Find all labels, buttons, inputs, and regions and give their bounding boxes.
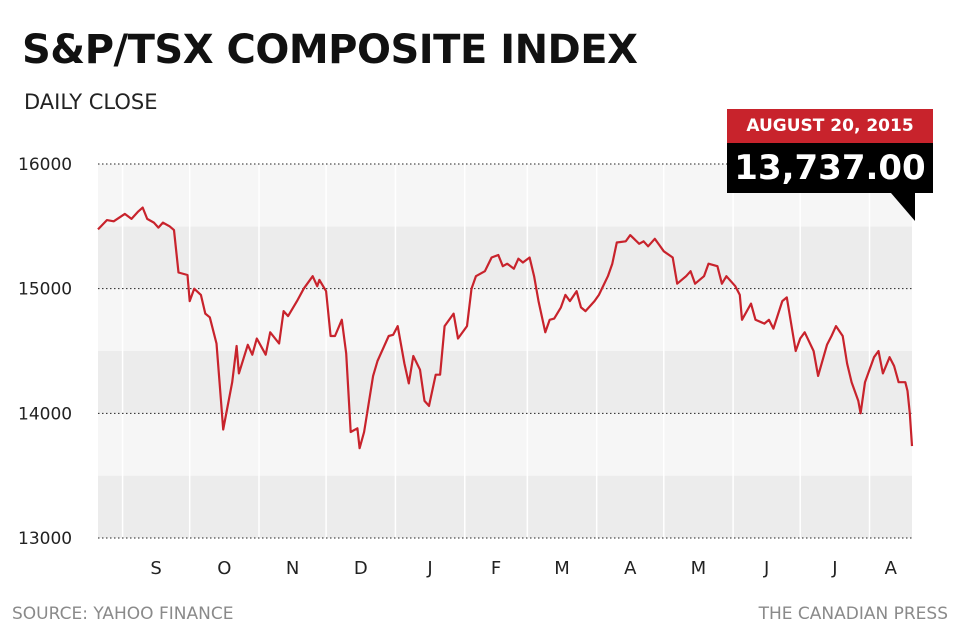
callout-value: 13,737.00 [727,143,933,193]
last-value-callout: AUGUST 20, 2015 13,737.00 [727,109,933,221]
y-tick-label: 13000 [18,529,72,549]
x-month-label: F [491,558,501,579]
x-month-label: J [831,558,837,579]
band [98,475,912,538]
index-close-line [97,206,914,450]
band [98,226,912,289]
line-chart: 16000 15000 14000 13000 S O N D J F M A M J J A [18,155,914,579]
month-gridlines [121,164,871,538]
x-month-label: A [885,558,898,579]
x-month-label: M [554,558,570,579]
x-month-label: D [354,558,368,579]
x-month-label: N [286,558,299,579]
chart-subtitle: DAILY CLOSE [24,90,158,114]
source-note: SOURCE: YAHOO FINANCE [12,604,234,624]
callout-date: AUGUST 20, 2015 [727,109,933,143]
background-bands [98,164,912,538]
y-tick-label: 16000 [18,155,72,175]
y-tick-label: 15000 [18,280,72,300]
y-axis-tick-labels: 16000 15000 14000 13000 [18,155,72,549]
band [98,413,912,476]
x-month-label: M [691,558,707,579]
x-month-label: O [217,558,231,579]
y-tick-label: 14000 [18,404,72,424]
credit-note: THE CANADIAN PRESS [758,604,948,624]
x-month-label: A [624,558,637,579]
x-month-label: J [763,558,769,579]
x-month-label: J [426,558,432,579]
callout-pointer [891,193,915,221]
x-month-label: S [150,558,161,579]
chart-title: S&P/TSX COMPOSITE INDEX [22,27,638,73]
